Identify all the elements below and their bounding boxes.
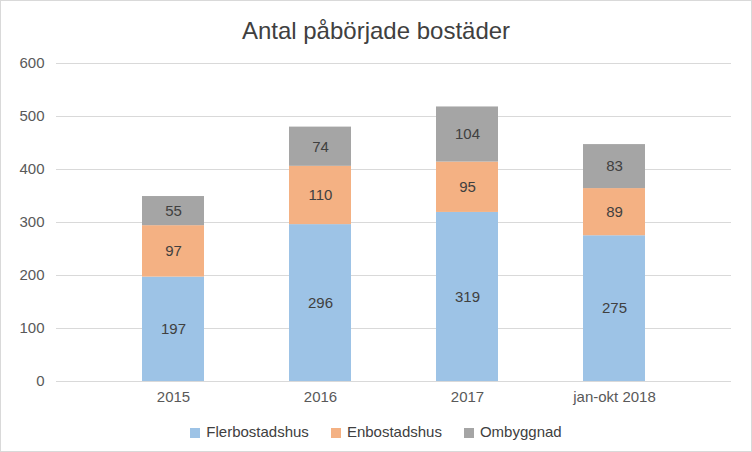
svg-text:104: 104 <box>455 125 480 142</box>
html-text:Flerbostadshus: Flerbostadshus <box>206 422 309 440</box>
svg-text:89: 89 <box>606 203 623 220</box>
svg-text:2017: 2017 <box>451 388 484 405</box>
svg-text:0: 0 <box>36 372 44 389</box>
svg-text:110: 110 <box>309 186 333 203</box>
html-text:Enbostadshus: Enbostadshus <box>346 422 442 440</box>
svg-text:400: 400 <box>19 160 44 177</box>
svg-text:jan-okt 2018: jan-okt 2018 <box>572 388 656 405</box>
svg-text:100: 100 <box>19 319 44 336</box>
svg-text:55: 55 <box>165 202 182 219</box>
html-text:Antal påbörjade bostäder: Antal påbörjade bostäder <box>241 17 511 44</box>
svg-text:197: 197 <box>161 320 186 337</box>
svg-text:500: 500 <box>19 107 44 124</box>
svg-text:2016: 2016 <box>304 388 337 405</box>
html-text:Ombyggnad: Ombyggnad <box>480 422 562 440</box>
svg-text:200: 200 <box>19 266 44 283</box>
svg-text:97: 97 <box>165 242 182 259</box>
svg-text:319: 319 <box>455 288 480 305</box>
svg-text:600: 600 <box>19 54 44 71</box>
svg-text:296: 296 <box>308 294 333 311</box>
svg-text:300: 300 <box>19 213 44 230</box>
svg-text:74: 74 <box>312 138 329 155</box>
svg-text:2015: 2015 <box>157 388 190 405</box>
svg-text:83: 83 <box>606 157 623 174</box>
svg-text:95: 95 <box>459 178 476 195</box>
svg-text:275: 275 <box>602 299 627 316</box>
